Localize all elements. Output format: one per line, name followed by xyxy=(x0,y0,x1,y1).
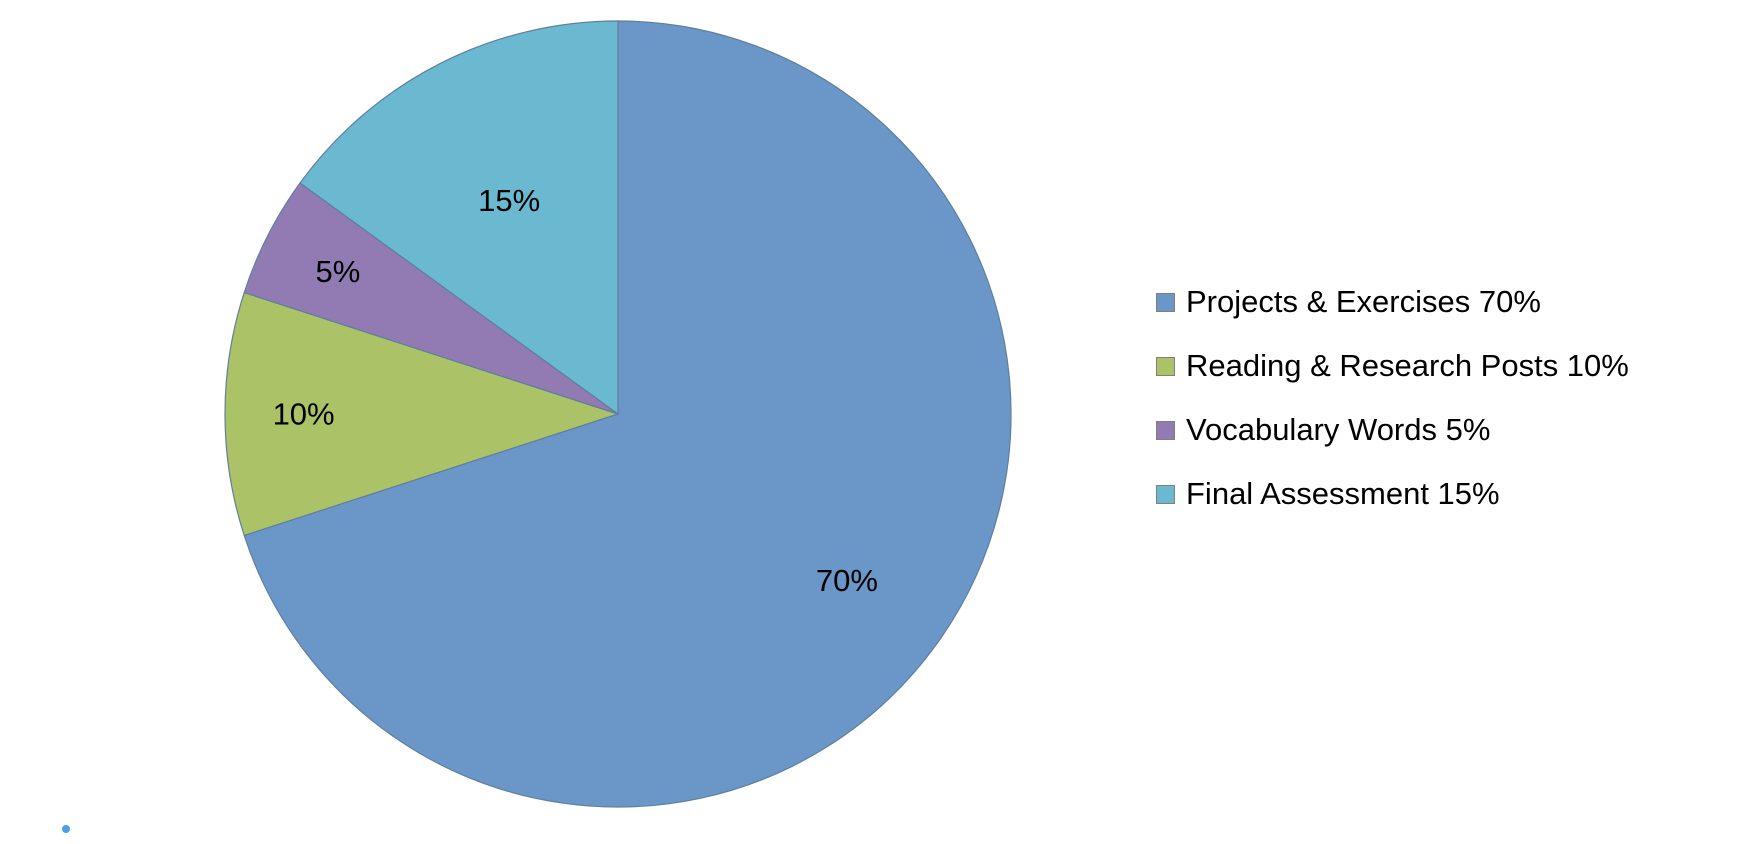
pie-slice-reading-research-posts xyxy=(224,291,620,537)
legend-item: Final Assessment 15% xyxy=(1156,462,1629,526)
pie-slice-projects-exercises xyxy=(243,20,1012,808)
pie-slice-final-assessment xyxy=(299,20,619,416)
pie-slices xyxy=(224,20,1012,808)
legend-label: Vocabulary Words 5% xyxy=(1186,412,1491,447)
legend-item: Reading & Research Posts 10% xyxy=(1156,334,1629,398)
legend-swatch xyxy=(1156,292,1175,312)
legend-swatch xyxy=(1156,420,1175,440)
chart-legend: Projects & Exercises 70% Reading & Resear… xyxy=(1156,270,1629,526)
pie-data-labels: 70% 10% 5% 15% xyxy=(273,183,878,598)
legend-label: Final Assessment 15% xyxy=(1186,476,1500,511)
legend-label: Reading & Research Posts 10% xyxy=(1186,348,1629,383)
data-label-reading-research-posts: 10% xyxy=(273,397,335,432)
legend-item: Projects & Exercises 70% xyxy=(1156,270,1629,334)
legend-label: Projects & Exercises 70% xyxy=(1186,284,1541,319)
legend-swatch xyxy=(1156,484,1175,504)
legend-swatch xyxy=(1156,356,1175,376)
corner-dot xyxy=(62,825,70,833)
data-label-final-assessment: 15% xyxy=(478,183,540,218)
data-label-vocabulary-words: 5% xyxy=(315,254,360,289)
data-label-projects-exercises: 70% xyxy=(816,563,878,598)
legend-item: Vocabulary Words 5% xyxy=(1156,398,1629,462)
